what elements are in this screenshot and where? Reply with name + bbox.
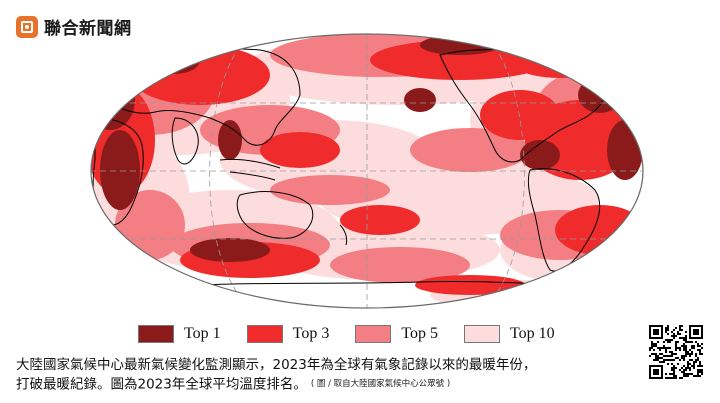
legend-swatch-top5: [355, 325, 392, 343]
eurasia-coast: [99, 48, 301, 146]
legend-swatch-top3: [246, 325, 283, 343]
legend-swatch-top10: [463, 325, 500, 343]
legend-swatch-top1: [138, 325, 174, 343]
legend-item-top5: Top 5: [355, 325, 438, 343]
caption-line-2: 打破最暖紀錄。圖為2023年全球平均溫度排名。( 圖 / 取自大陸國家氣候中心公…: [16, 375, 646, 395]
legend-item-top3: Top 3: [246, 325, 330, 343]
india-coast: [171, 117, 199, 165]
caption-line-1: 大陸國家氣候中心最新氣候變化監測顯示，2023年為全球有氣象記錄以來的最暖年份，: [16, 357, 537, 373]
map-body: [91, 34, 643, 308]
map-legend: Top 1 Top 3 Top 5 Top 10: [138, 325, 581, 343]
global-temperature-ranking-map: [90, 33, 644, 309]
indonesia-coast: [219, 159, 281, 181]
legend-item-top1: Top 1: [138, 325, 221, 343]
brand-icon: [16, 15, 38, 38]
map-frame: [90, 33, 644, 309]
qr-code[interactable]: [649, 325, 703, 379]
new-zealand-coast: [339, 224, 348, 246]
brand-name: 聯合新聞網: [44, 19, 132, 39]
australia-coast: [236, 191, 314, 239]
legend-label-top5: Top 5: [401, 325, 438, 342]
image-credit: ( 圖 / 取自大陸國家氣候中心公眾號 ): [310, 379, 451, 389]
greenland-coast: [596, 39, 633, 75]
caption: 大陸國家氣候中心最新氣候變化監測顯示，2023年為全球有氣象記錄以來的最暖年份，…: [16, 356, 646, 395]
legend-label-top1: Top 1: [184, 325, 221, 342]
legend-item-top10: Top 10: [463, 325, 555, 343]
legend-label-top3: Top 3: [292, 325, 330, 342]
legend-label-top10: Top 10: [509, 325, 555, 342]
graticule: [91, 34, 643, 308]
brand-logo: 聯合新聞網: [16, 14, 132, 39]
caption-line-2-text: 打破最暖紀錄。圖為2023年全球平均溫度排名。: [16, 376, 307, 393]
